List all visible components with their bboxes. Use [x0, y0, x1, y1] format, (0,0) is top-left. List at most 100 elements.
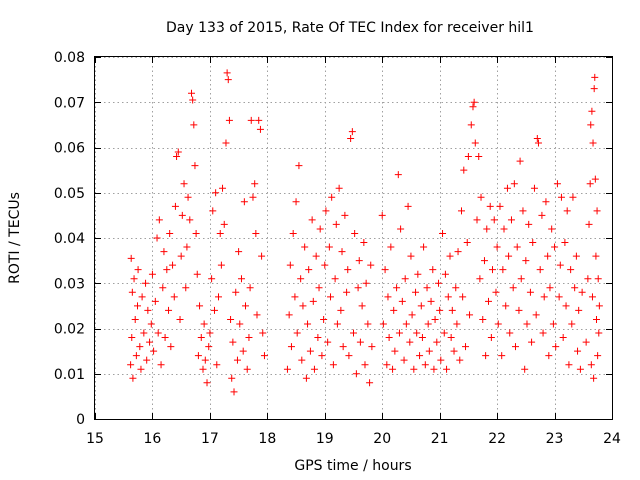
data-point: [302, 374, 310, 382]
data-point: [416, 352, 424, 360]
data-point: [208, 275, 216, 283]
data-point: [505, 252, 513, 260]
data-point: [459, 293, 467, 301]
grid: [95, 57, 613, 420]
data-point: [344, 266, 352, 274]
data-point: [368, 343, 376, 351]
data-point: [210, 306, 218, 314]
data-point: [338, 248, 346, 256]
data-point: [232, 288, 240, 296]
data-point: [258, 252, 266, 260]
data-point: [454, 248, 462, 256]
y-tick-label: 0.01: [54, 367, 85, 383]
data-point: [515, 306, 523, 314]
data-point: [404, 202, 412, 210]
x-tick-label: 21: [431, 431, 449, 447]
data-point: [528, 338, 536, 346]
data-point: [341, 211, 349, 219]
data-point: [171, 202, 179, 210]
data-point: [230, 388, 238, 396]
data-point: [150, 347, 158, 355]
data-point: [178, 211, 186, 219]
data-point: [427, 297, 435, 305]
y-tick-label: 0.04: [54, 231, 85, 247]
x-tick-label: 15: [86, 431, 104, 447]
data-point: [460, 166, 468, 174]
data-point: [553, 180, 561, 188]
data-point: [414, 270, 422, 278]
data-point: [446, 252, 454, 260]
data-point: [479, 315, 487, 323]
data-point: [130, 275, 138, 283]
data-point: [453, 320, 461, 328]
data-point: [216, 229, 224, 237]
data-point: [490, 216, 498, 224]
y-tick-labels: 0 0.01 0.02 0.03 0.04 0.05 0.06 0.07 0.08: [54, 50, 85, 428]
data-point: [366, 379, 374, 387]
data-point: [355, 257, 363, 265]
data-point: [157, 361, 165, 369]
data-point: [222, 139, 230, 147]
data-point: [457, 207, 465, 215]
x-tick-label: 17: [201, 431, 219, 447]
data-point: [389, 365, 397, 373]
data-point: [532, 311, 540, 319]
data-point: [448, 306, 456, 314]
data-point: [447, 334, 455, 342]
data-point: [194, 352, 202, 360]
data-point: [430, 365, 438, 373]
data-point: [345, 352, 353, 360]
data-point: [136, 343, 144, 351]
data-point: [420, 243, 428, 251]
data-points: [127, 69, 603, 396]
data-point: [381, 266, 389, 274]
data-point: [283, 365, 291, 373]
data-point: [233, 356, 241, 364]
data-point: [425, 347, 433, 355]
data-point: [551, 243, 559, 251]
data-point: [473, 216, 481, 224]
data-point: [163, 266, 171, 274]
data-point: [542, 198, 550, 206]
data-point: [525, 220, 533, 228]
data-point: [351, 229, 359, 237]
data-point: [588, 107, 596, 115]
data-point: [236, 320, 244, 328]
data-point: [506, 329, 514, 337]
data-point: [240, 198, 248, 206]
data-point: [487, 334, 495, 342]
data-point: [249, 193, 257, 201]
data-point: [305, 266, 313, 274]
data-point: [212, 189, 220, 197]
data-point: [417, 302, 425, 310]
data-point: [526, 288, 534, 296]
data-point: [444, 293, 452, 301]
data-point: [182, 284, 190, 292]
data-point: [322, 207, 330, 215]
data-point: [522, 257, 530, 265]
data-point: [252, 229, 260, 237]
data-point: [431, 315, 439, 323]
data-point: [510, 180, 518, 188]
data-point: [321, 261, 329, 269]
data-point: [385, 334, 393, 342]
data-point: [170, 293, 178, 301]
data-point: [421, 361, 429, 369]
data-point: [466, 311, 474, 319]
data-point: [412, 288, 420, 296]
data-point: [536, 266, 544, 274]
data-point: [571, 284, 579, 292]
data-point: [361, 361, 369, 369]
data-point: [588, 293, 596, 301]
data-point: [144, 306, 152, 314]
x-tick-label: 19: [316, 431, 334, 447]
data-point: [563, 207, 571, 215]
data-point: [253, 311, 261, 319]
data-point: [436, 306, 444, 314]
data-point: [480, 257, 488, 265]
data-point: [456, 356, 464, 364]
data-point: [569, 193, 577, 201]
data-point: [169, 261, 177, 269]
data-point: [589, 139, 597, 147]
data-point: [256, 125, 264, 133]
